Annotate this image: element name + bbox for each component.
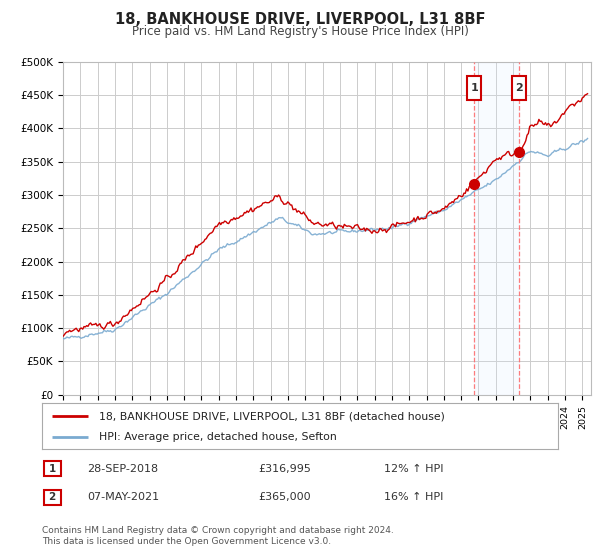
FancyBboxPatch shape (512, 76, 526, 100)
Text: 1: 1 (470, 83, 478, 94)
Text: £365,000: £365,000 (258, 492, 311, 502)
Text: HPI: Average price, detached house, Sefton: HPI: Average price, detached house, Seft… (99, 432, 337, 442)
Text: 18, BANKHOUSE DRIVE, LIVERPOOL, L31 8BF: 18, BANKHOUSE DRIVE, LIVERPOOL, L31 8BF (115, 12, 485, 27)
Text: Price paid vs. HM Land Registry's House Price Index (HPI): Price paid vs. HM Land Registry's House … (131, 25, 469, 38)
Text: 16% ↑ HPI: 16% ↑ HPI (384, 492, 443, 502)
Text: 07-MAY-2021: 07-MAY-2021 (87, 492, 159, 502)
Text: 28-SEP-2018: 28-SEP-2018 (87, 464, 158, 474)
FancyBboxPatch shape (467, 76, 481, 100)
Text: 2: 2 (49, 492, 56, 502)
Bar (474, 62, 519, 395)
Text: 18, BANKHOUSE DRIVE, LIVERPOOL, L31 8BF (detached house): 18, BANKHOUSE DRIVE, LIVERPOOL, L31 8BF … (99, 411, 445, 421)
Text: £316,995: £316,995 (258, 464, 311, 474)
Text: 2: 2 (515, 83, 523, 94)
Text: Contains HM Land Registry data © Crown copyright and database right 2024.
This d: Contains HM Land Registry data © Crown c… (42, 526, 394, 546)
Text: 12% ↑ HPI: 12% ↑ HPI (384, 464, 443, 474)
Text: 1: 1 (49, 464, 56, 474)
